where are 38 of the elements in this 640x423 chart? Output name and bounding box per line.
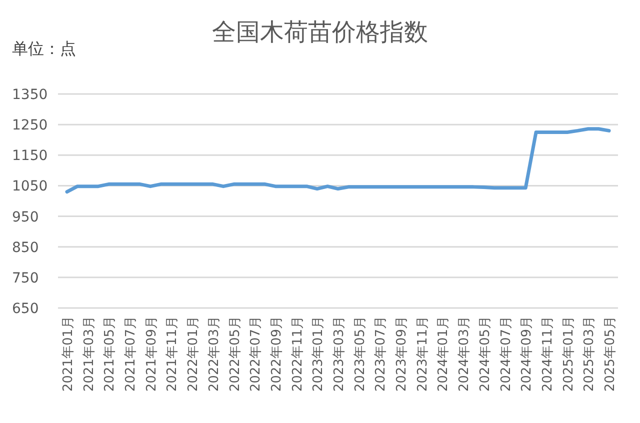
x-tick-label: 2021年01月 [61, 316, 76, 392]
x-tick-label: 2024年01月 [436, 316, 452, 392]
x-tick-label: 2021年09月 [144, 316, 160, 392]
x-tick-label: 2024年03月 [457, 316, 472, 392]
x-tick-label: 2023年05月 [352, 316, 368, 392]
y-tick-label: 1350 [12, 87, 48, 103]
x-tick-label: 2024年07月 [498, 316, 514, 392]
y-tick-label: 750 [12, 270, 39, 286]
x-tick-label: 2022年05月 [228, 316, 243, 392]
x-tick-label: 2022年01月 [186, 316, 202, 392]
y-tick-label: 1050 [12, 178, 48, 195]
x-tick-label: 2024年11月 [540, 316, 556, 392]
y-tick-label: 1150 [12, 148, 48, 164]
x-tick-label: 2025年05月 [603, 316, 618, 392]
x-tick-label: 2021年03月 [82, 316, 97, 392]
x-tick-label: 2023年09月 [394, 316, 410, 392]
x-tick-label: 2023年03月 [332, 316, 347, 392]
line-series [65, 127, 611, 194]
chart-title: 全国木荷苗价格指数 [212, 18, 428, 46]
x-tick-label: 2022年11月 [290, 316, 306, 392]
y-tick-label: 1250 [12, 118, 48, 134]
x-tick-label: 2022年09月 [269, 316, 284, 392]
x-tick-label: 2023年07月 [374, 316, 389, 392]
y-tick-label: 950 [12, 209, 39, 226]
x-tick-label: 2024年09月 [520, 316, 535, 392]
x-tick-label: 2022年07月 [248, 316, 264, 392]
x-tick-label: 2024年05月 [478, 316, 493, 392]
y-tick-label: 650 [12, 301, 39, 317]
x-tick-label: 2023年01月 [311, 316, 326, 392]
text: 单位：点 [12, 39, 76, 58]
x-tick-label: 2025年03月 [582, 316, 598, 392]
y-tick-label: 850 [12, 240, 39, 256]
x-tick-label: 2021年11月 [165, 316, 180, 392]
x-tick-label: 2021年07月 [124, 316, 139, 392]
x-tick-label: 2022年03月 [206, 316, 222, 392]
x-tick-label: 2025年01月 [561, 316, 576, 392]
x-tick-label: 2021年05月 [102, 316, 118, 392]
x-tick-label: 2023年11月 [415, 316, 430, 392]
